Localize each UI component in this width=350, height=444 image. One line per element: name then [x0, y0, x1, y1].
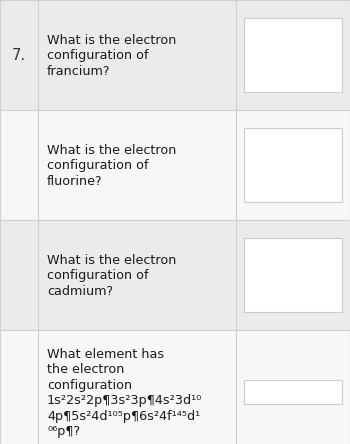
- Text: ⁰⁶p¶?: ⁰⁶p¶?: [47, 425, 80, 438]
- Bar: [236, 330, 350, 444]
- Bar: [244, 238, 342, 312]
- Text: configuration of: configuration of: [47, 159, 148, 172]
- Text: fluorine?: fluorine?: [47, 175, 103, 188]
- Bar: [244, 128, 342, 202]
- Text: configuration: configuration: [47, 378, 132, 392]
- Text: configuration of: configuration of: [47, 269, 148, 282]
- Bar: [0, 0, 38, 110]
- Bar: [0, 110, 38, 220]
- Text: What is the electron: What is the electron: [47, 254, 176, 267]
- Bar: [38, 0, 236, 110]
- Bar: [0, 220, 38, 330]
- Bar: [38, 220, 236, 330]
- Bar: [38, 330, 236, 444]
- Text: the electron: the electron: [47, 363, 124, 376]
- Bar: [0, 330, 38, 444]
- Text: What is the electron: What is the electron: [47, 34, 176, 47]
- Text: francium?: francium?: [47, 65, 111, 78]
- Text: 7.: 7.: [12, 48, 26, 63]
- Text: configuration of: configuration of: [47, 49, 148, 62]
- Bar: [236, 0, 350, 110]
- Bar: [236, 110, 350, 220]
- Text: What element has: What element has: [47, 348, 164, 361]
- Text: 4p¶5s²4d¹⁰⁵p¶6s²4f¹⁴⁵d¹: 4p¶5s²4d¹⁰⁵p¶6s²4f¹⁴⁵d¹: [47, 409, 200, 423]
- Bar: [38, 110, 236, 220]
- Bar: [236, 220, 350, 330]
- Text: 1s²2s²2p¶3s²3p¶4s²3d¹⁰: 1s²2s²2p¶3s²3p¶4s²3d¹⁰: [47, 394, 202, 407]
- Bar: [244, 380, 342, 404]
- Text: cadmium?: cadmium?: [47, 285, 113, 298]
- Bar: [244, 18, 342, 92]
- Text: What is the electron: What is the electron: [47, 144, 176, 157]
